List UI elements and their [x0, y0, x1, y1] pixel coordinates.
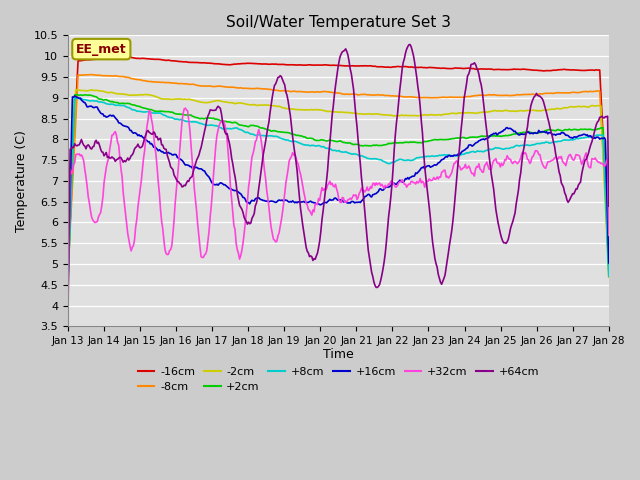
X-axis label: Time: Time: [323, 348, 354, 360]
Legend: -16cm, -8cm, -2cm, +2cm, +8cm, +16cm, +32cm, +64cm: -16cm, -8cm, -2cm, +2cm, +8cm, +16cm, +3…: [133, 362, 543, 396]
Title: Soil/Water Temperature Set 3: Soil/Water Temperature Set 3: [226, 15, 451, 30]
Y-axis label: Temperature (C): Temperature (C): [15, 130, 28, 232]
Text: EE_met: EE_met: [76, 43, 127, 56]
